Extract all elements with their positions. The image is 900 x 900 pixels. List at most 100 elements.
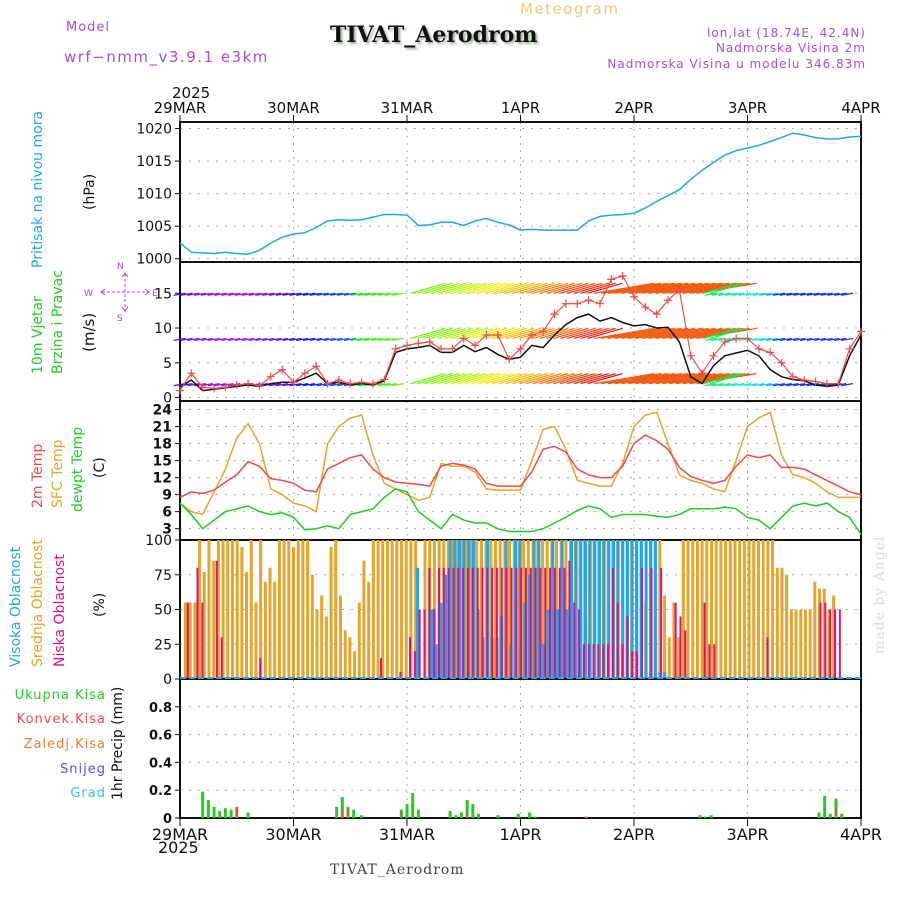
cloud-bar bbox=[658, 540, 662, 678]
wind-gust-marker bbox=[595, 299, 604, 308]
wind-barb bbox=[655, 282, 716, 294]
wind-barb bbox=[384, 337, 397, 342]
wind-barb bbox=[594, 373, 655, 385]
wind-barb bbox=[275, 292, 288, 296]
cloud-bar bbox=[476, 567, 479, 678]
cloud-bar bbox=[432, 540, 436, 678]
cloud-bar bbox=[481, 567, 484, 678]
cloud-bar bbox=[733, 540, 737, 678]
wind-gust-marker bbox=[323, 379, 332, 388]
wind-barb bbox=[255, 292, 268, 296]
y-tick-label: 15 bbox=[154, 286, 172, 302]
cloud-bar bbox=[230, 540, 234, 678]
compass-arrows-icon bbox=[100, 272, 150, 312]
wind-gust-marker bbox=[732, 334, 741, 343]
cloud-bar bbox=[574, 540, 578, 678]
wind-barb bbox=[423, 282, 460, 294]
wind-gust-marker bbox=[244, 379, 253, 388]
model-elevation-label: Nadmorska Visina u modelu 346.83m bbox=[607, 57, 866, 71]
cloud-bar bbox=[822, 588, 826, 678]
cloud-bar bbox=[486, 567, 489, 678]
wind-barb bbox=[214, 383, 227, 387]
wind-barb bbox=[248, 337, 261, 342]
y-tick-label: 0.8 bbox=[149, 701, 172, 716]
wind-barb bbox=[187, 383, 200, 387]
precip-bar bbox=[817, 812, 821, 818]
cloud-bar bbox=[621, 540, 625, 678]
cloud-bar bbox=[703, 602, 706, 678]
cloud-bar bbox=[400, 540, 404, 678]
cloud-bar bbox=[607, 540, 611, 678]
wind-barb bbox=[350, 337, 363, 342]
wind-barb bbox=[330, 383, 343, 387]
wind-gust-marker bbox=[187, 369, 196, 378]
elevation-label: Nadmorska Visina 2m bbox=[715, 41, 866, 55]
cloud-bar bbox=[489, 540, 493, 678]
wind-barb bbox=[275, 383, 288, 387]
cloud-bar bbox=[409, 637, 411, 678]
wind-barb bbox=[718, 292, 731, 296]
top-year: 2025 bbox=[172, 84, 211, 102]
wind-barb bbox=[309, 383, 322, 387]
wind-barb bbox=[621, 327, 682, 340]
cloud-bar bbox=[495, 567, 498, 678]
precip-bar bbox=[347, 808, 349, 818]
cloud-bar bbox=[705, 540, 709, 678]
wind-gust-marker bbox=[210, 384, 219, 393]
wind-barb bbox=[491, 282, 528, 294]
cloud-bar bbox=[207, 540, 211, 678]
cloud-bar bbox=[714, 540, 718, 678]
y-tick-label: 9 bbox=[162, 488, 172, 504]
compass-rose: N W E S bbox=[84, 262, 164, 324]
wind-barb bbox=[718, 383, 731, 387]
wind-barb bbox=[772, 337, 786, 342]
wind-gust-marker bbox=[255, 381, 264, 390]
wind-barb bbox=[384, 292, 397, 296]
wind-barb bbox=[628, 373, 689, 385]
wind-barb bbox=[451, 282, 487, 294]
wind-barb bbox=[711, 337, 724, 342]
wind-gust-marker bbox=[380, 375, 389, 384]
precip-bar bbox=[704, 816, 708, 818]
wind-gust-marker bbox=[516, 344, 525, 353]
wind-barb bbox=[560, 327, 596, 340]
cloud-bar bbox=[663, 595, 667, 678]
y-tick-label: 10 bbox=[154, 321, 172, 337]
y-tick-label: 1000 bbox=[136, 252, 172, 268]
wind-barb bbox=[800, 292, 813, 296]
cloud-bar bbox=[658, 672, 662, 678]
cloud-bar bbox=[306, 540, 310, 678]
wind-gust-marker bbox=[312, 362, 321, 371]
cloud-bar bbox=[433, 609, 436, 678]
cloud-bar bbox=[263, 581, 267, 678]
cloud-bar bbox=[273, 581, 277, 678]
cloud-bar bbox=[544, 567, 547, 678]
wind-gust-marker bbox=[425, 337, 434, 346]
wind-gust-marker bbox=[822, 379, 831, 388]
cloud-bar bbox=[212, 560, 216, 678]
y-tick-label: 75 bbox=[154, 568, 172, 584]
wind-barb bbox=[580, 282, 616, 294]
wind-barb bbox=[316, 292, 329, 296]
wind-barb bbox=[180, 337, 193, 342]
wind-barb bbox=[207, 292, 220, 296]
wind-barb bbox=[343, 292, 357, 296]
wind-gust-marker bbox=[459, 334, 468, 343]
y-tick-label: 12 bbox=[153, 471, 172, 487]
wind-barb bbox=[173, 337, 186, 342]
cloud-bar bbox=[193, 602, 197, 678]
panel-frame bbox=[179, 400, 862, 541]
precip-bar bbox=[823, 795, 827, 818]
cloud-bar bbox=[249, 540, 253, 678]
cloud-bar bbox=[215, 560, 218, 678]
wind-barb bbox=[430, 373, 466, 385]
wind-barb bbox=[221, 292, 234, 296]
cloud-bar bbox=[493, 540, 497, 678]
cloud-bar bbox=[277, 540, 281, 678]
cloud-bar bbox=[621, 644, 624, 678]
wind-gust-marker bbox=[686, 351, 695, 360]
legend-rain: Ukupna Kisa bbox=[14, 688, 106, 703]
wind-barb bbox=[546, 282, 582, 294]
page-title: TIVAT_Aerodrom bbox=[330, 22, 538, 48]
compass-north: N bbox=[117, 262, 124, 272]
